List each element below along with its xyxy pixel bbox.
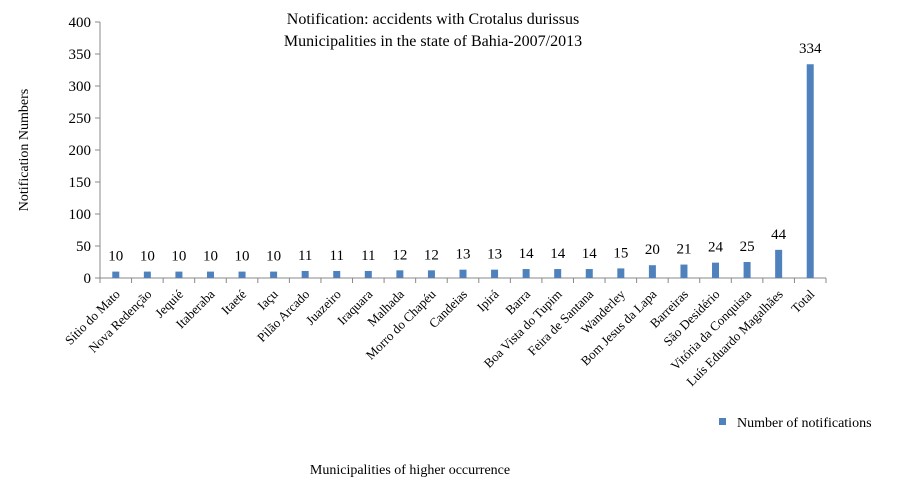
y-tick-label: 200 (69, 143, 92, 159)
bar (427, 270, 435, 278)
bar (206, 271, 214, 278)
bar (270, 271, 278, 278)
data-label: 14 (519, 246, 535, 262)
bar (112, 271, 120, 278)
x-tick-label: Itaeté (218, 286, 249, 317)
data-label: 20 (645, 242, 660, 258)
data-label: 334 (799, 41, 822, 57)
x-axis-label: Municipalities of higher occurrence (310, 463, 510, 478)
y-tick-label: 300 (69, 79, 92, 95)
bar (459, 269, 467, 278)
bar (143, 271, 151, 278)
data-label: 10 (171, 249, 186, 265)
data-label: 24 (708, 240, 724, 256)
y-axis-label: Notification Numbers (17, 89, 32, 211)
data-label: 11 (361, 248, 375, 264)
bar (554, 269, 562, 278)
data-label: 44 (771, 227, 787, 243)
y-tick-label: 400 (69, 15, 92, 31)
bar (491, 269, 499, 278)
bar (585, 269, 593, 278)
bar (743, 262, 751, 278)
bar (775, 249, 783, 278)
data-label: 14 (550, 246, 566, 262)
bar (238, 271, 246, 278)
data-label: 25 (740, 239, 755, 255)
data-label: 13 (487, 247, 502, 263)
bar (648, 265, 656, 278)
legend: Number of notifications (719, 416, 872, 431)
data-label: 12 (392, 247, 407, 263)
bar (175, 271, 183, 278)
bar (301, 270, 309, 278)
bar (364, 270, 372, 278)
x-tick-label: Iaçu (254, 286, 281, 313)
data-label: 10 (140, 249, 155, 265)
bar (680, 264, 688, 278)
legend-swatch (719, 418, 726, 425)
data-label: 12 (424, 247, 439, 263)
data-label: 14 (582, 246, 598, 262)
data-label: 13 (456, 247, 471, 263)
data-label: 10 (235, 249, 250, 265)
y-tick-label: 250 (69, 111, 92, 127)
data-label: 10 (266, 249, 281, 265)
bar (396, 270, 404, 278)
bar (806, 64, 814, 279)
bar (333, 270, 341, 278)
x-tick-label: Total (788, 286, 818, 316)
y-tick-label: 150 (69, 175, 92, 191)
data-label: 10 (203, 249, 218, 265)
data-label: 11 (330, 248, 344, 264)
y-tick-label: 350 (69, 47, 92, 63)
bar (712, 262, 720, 278)
chart-title-line-1: Notification: accidents with Crotalus du… (287, 11, 579, 28)
y-tick-label: 50 (76, 239, 91, 255)
x-tick-label: Ipirá (474, 286, 502, 314)
data-label: 11 (298, 248, 312, 264)
data-label: 21 (676, 242, 691, 258)
bar (522, 269, 530, 278)
y-tick-label: 100 (69, 207, 92, 223)
y-tick-label: 0 (84, 271, 92, 287)
chart-title-line-2: Municipalities in the state of Bahia-200… (284, 33, 582, 50)
legend-label: Number of notifications (737, 416, 872, 431)
bar (617, 268, 625, 278)
data-label: 15 (613, 245, 628, 261)
data-label: 10 (108, 249, 123, 265)
